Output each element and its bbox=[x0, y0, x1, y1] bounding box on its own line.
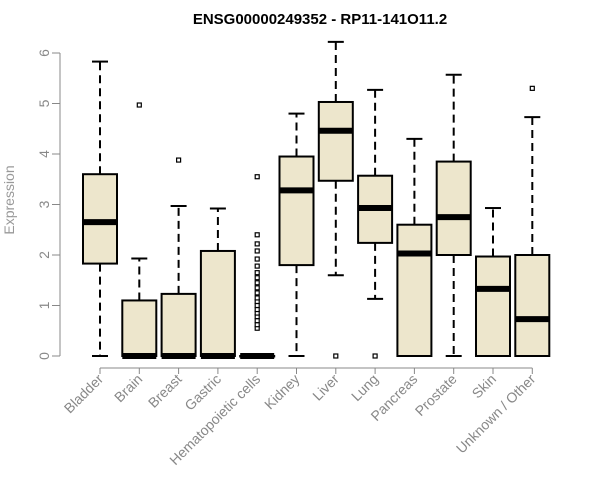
y-tick-label: 3 bbox=[36, 200, 52, 208]
outlier-point bbox=[529, 85, 535, 91]
box-iqr bbox=[199, 249, 236, 358]
box-iqr bbox=[160, 292, 197, 358]
x-tick-label: Bladder bbox=[61, 371, 107, 417]
box-1 bbox=[121, 102, 158, 359]
y-axis-label: Expression bbox=[1, 165, 17, 234]
x-tick-label: Brain bbox=[111, 371, 145, 405]
outlier-point bbox=[254, 232, 260, 238]
box-iqr bbox=[278, 155, 315, 267]
outlier-point bbox=[254, 295, 260, 301]
box-3 bbox=[199, 207, 236, 359]
outlier-point bbox=[254, 302, 260, 309]
box-8 bbox=[396, 137, 433, 357]
outlier-point bbox=[254, 275, 260, 281]
y-axis: 0 1 2 3 4 5 6 bbox=[36, 49, 61, 360]
box-iqr bbox=[121, 299, 158, 358]
box-iqr bbox=[396, 223, 433, 357]
y-tick-label: 2 bbox=[36, 251, 52, 259]
box-9 bbox=[435, 73, 472, 357]
box-11 bbox=[514, 85, 551, 357]
x-tick-label: Skin bbox=[469, 371, 500, 402]
box-series bbox=[82, 40, 551, 359]
outlier-point bbox=[254, 256, 260, 262]
outlier-point bbox=[333, 353, 339, 359]
box-iqr bbox=[435, 160, 472, 256]
x-tick-label: Lung bbox=[348, 371, 381, 404]
x-tick-label: Kidney bbox=[261, 371, 303, 413]
y-tick-label: 6 bbox=[36, 49, 52, 57]
outlier-point bbox=[254, 280, 260, 286]
chart-title: ENSG00000249352 - RP11-141O11.2 bbox=[193, 11, 447, 28]
box-7 bbox=[357, 88, 394, 359]
outlier-point bbox=[254, 285, 260, 291]
box-10 bbox=[475, 207, 511, 358]
x-tick-label: Prostate bbox=[412, 371, 460, 419]
y-tick-label: 4 bbox=[36, 150, 52, 158]
outlier-point bbox=[136, 102, 142, 108]
box-4 bbox=[239, 174, 276, 359]
outlier-point bbox=[176, 157, 182, 163]
box-iqr bbox=[317, 100, 354, 182]
x-tick-label: Breast bbox=[145, 371, 185, 411]
outlier-point bbox=[254, 322, 260, 328]
outlier-point bbox=[254, 306, 260, 313]
box-iqr bbox=[475, 255, 511, 358]
outlier-point bbox=[254, 263, 260, 269]
box-iqr bbox=[82, 173, 118, 265]
y-tick-label: 1 bbox=[36, 301, 52, 309]
outlier-point bbox=[254, 290, 260, 296]
outlier-point bbox=[372, 353, 378, 359]
outlier-point bbox=[254, 248, 260, 254]
y-tick-label: 0 bbox=[36, 352, 52, 360]
box-iqr bbox=[514, 254, 551, 357]
box-6 bbox=[317, 40, 354, 359]
outlier-point bbox=[254, 174, 260, 180]
x-tick-label: Liver bbox=[309, 371, 342, 404]
outlier-point bbox=[254, 241, 260, 247]
y-tick-label: 5 bbox=[36, 99, 52, 107]
box-0 bbox=[82, 60, 118, 357]
box-5 bbox=[278, 112, 315, 357]
outlier-point bbox=[254, 270, 260, 276]
outlier-point bbox=[254, 318, 260, 324]
box-2 bbox=[160, 157, 197, 359]
